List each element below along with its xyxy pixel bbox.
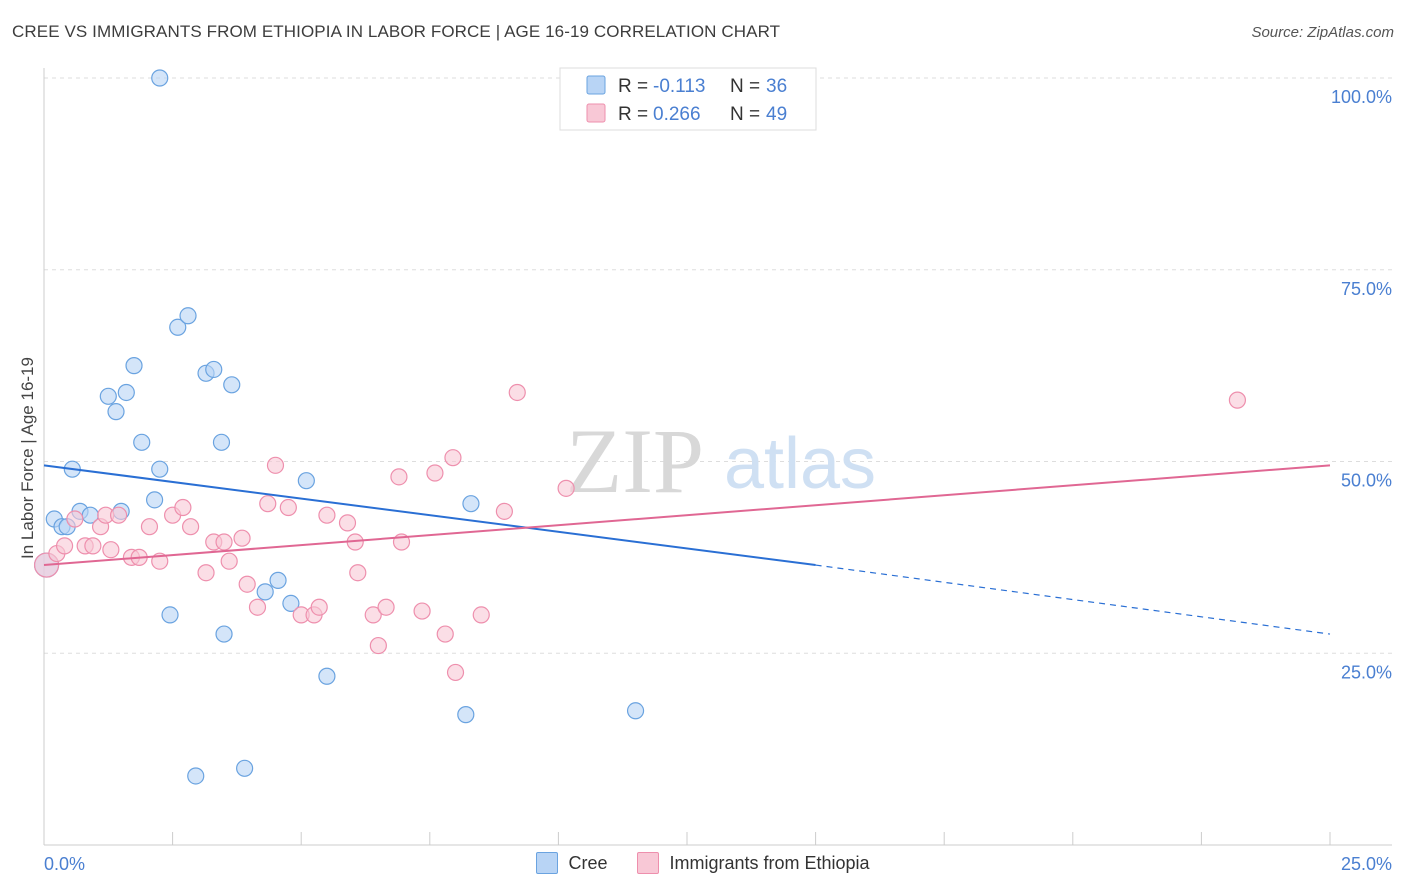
y-tick-label-2: 50.0%: [1341, 471, 1392, 491]
point-cree-13: [151, 460, 169, 478]
point-ethiopia-46: [508, 383, 526, 402]
point-cree-19: [212, 433, 231, 451]
point-ethiopia-33: [349, 564, 367, 582]
legend-cree-n-label: N =: [730, 76, 760, 97]
y-tick-label-0: 100.0%: [1331, 87, 1392, 107]
point-cree-8: [117, 383, 135, 402]
chart-title: CREE VS IMMIGRANTS FROM ETHIOPIA IN LABO…: [12, 22, 781, 41]
x-tick-label-1: 25.0%: [1341, 854, 1392, 874]
point-ethiopia-17: [197, 564, 215, 582]
point-cree-7: [99, 387, 117, 405]
point-ethiopia-43: [446, 663, 465, 682]
series-legend: Cree Immigrants from Ethiopia: [0, 852, 1406, 874]
point-ethiopia-26: [279, 498, 297, 517]
legend-item-ethiopia[interactable]: Immigrants from Ethiopia: [637, 852, 870, 874]
point-ethiopia-23: [248, 598, 267, 616]
point-ethiopia-48: [1228, 391, 1247, 409]
point-cree-18: [205, 360, 223, 379]
point-ethiopia-42: [444, 449, 462, 467]
point-cree-12: [145, 491, 164, 509]
point-cree-10: [107, 403, 125, 421]
legend-item-cree[interactable]: Cree: [536, 852, 607, 874]
point-ethiopia-31: [338, 514, 357, 532]
point-ethiopia-37: [390, 468, 408, 486]
y-axis-title: In Labor Force | Age 16-19: [18, 357, 37, 559]
x-tick-label-0: 0.0%: [44, 854, 85, 874]
trend-lines: [43, 464, 1331, 635]
source-credit: Source: ZipAtlas.com: [1251, 24, 1394, 41]
point-ethiopia-15: [174, 498, 192, 517]
legend-cree-n-value: 36: [766, 76, 787, 97]
legend-swatch-ethiopia: [586, 103, 606, 123]
point-cree-16: [179, 307, 197, 325]
gridlines: [44, 77, 1392, 654]
point-cree-24: [215, 625, 233, 643]
point-ethiopia-21: [233, 529, 251, 547]
point-cree-28: [282, 594, 300, 612]
point-cree-23: [187, 767, 205, 785]
point-ethiopia-39: [413, 602, 431, 620]
point-cree-31: [457, 706, 475, 724]
legend-eth-r-value: 0.266: [653, 104, 701, 125]
legend-cree-r-value: -0.113: [653, 76, 705, 97]
point-ethiopia-29: [310, 598, 328, 616]
legend-eth-r-label: R =: [618, 104, 648, 125]
point-cree-27: [269, 571, 287, 589]
point-ethiopia-30: [318, 506, 336, 524]
axis-labels: 100.0% 75.0% 50.0% 25.0% 0.0% 25.0%: [44, 87, 1392, 874]
stats-legend: R = -0.113 N = 36 R = 0.266 N = 49: [559, 67, 817, 131]
point-ethiopia-45: [495, 502, 513, 520]
watermark: ZIP atlas: [566, 410, 876, 512]
legend-swatch-cree-bottom: [536, 852, 559, 874]
legend-eth-n-label: N =: [730, 104, 760, 125]
point-ethiopia-9: [109, 506, 128, 524]
trend-line-ethiopia: [43, 464, 1331, 567]
point-ethiopia-44: [472, 606, 490, 624]
trend-line-cree: [43, 464, 816, 567]
point-ethiopia-5: [84, 537, 102, 555]
point-ethiopia-12: [140, 518, 159, 536]
point-cree-30: [318, 667, 336, 685]
axes: [43, 68, 1392, 846]
point-ethiopia-41: [436, 625, 454, 643]
point-ethiopia-22: [238, 575, 256, 593]
point-ethiopia-3: [66, 510, 84, 528]
point-cree-22: [161, 606, 179, 624]
point-cree-32: [462, 495, 480, 513]
point-ethiopia-2: [55, 537, 74, 555]
point-ethiopia-34: [364, 606, 382, 624]
legend-label-ethiopia: Immigrants from Ethiopia: [669, 852, 870, 873]
watermark-atlas: atlas: [724, 424, 876, 504]
legend-eth-n-value: 49: [766, 104, 787, 125]
point-ethiopia-19: [215, 533, 233, 551]
point-ethiopia-35: [369, 636, 387, 655]
point-cree-11: [133, 433, 151, 451]
point-ethiopia-36: [377, 598, 395, 616]
point-ethiopia-25: [266, 456, 285, 474]
point-cree-14: [151, 69, 169, 87]
point-cree-15: [169, 318, 187, 336]
point-ethiopia-40: [426, 464, 444, 482]
legend-label-cree: Cree: [568, 852, 608, 873]
point-ethiopia-47: [557, 479, 575, 497]
point-cree-25: [236, 759, 254, 777]
point-ethiopia-20: [220, 552, 238, 570]
y-tick-label-1: 75.0%: [1341, 279, 1392, 299]
y-tick-label-3: 25.0%: [1341, 662, 1392, 682]
legend-swatch-cree: [586, 75, 606, 95]
watermark-zip: ZIP: [566, 410, 704, 512]
trend-line-cree-extension: [815, 564, 1331, 635]
point-cree-9: [125, 357, 143, 375]
point-cree-26: [256, 583, 274, 601]
legend-cree-r-label: R =: [618, 76, 648, 97]
point-ethiopia-24: [259, 495, 277, 513]
legend-swatch-ethiopia-bottom: [637, 852, 660, 874]
point-cree-20: [223, 376, 241, 394]
point-ethiopia-16: [182, 518, 200, 536]
point-cree-33: [626, 702, 645, 720]
point-cree-29: [297, 472, 315, 490]
point-ethiopia-8: [102, 541, 120, 559]
